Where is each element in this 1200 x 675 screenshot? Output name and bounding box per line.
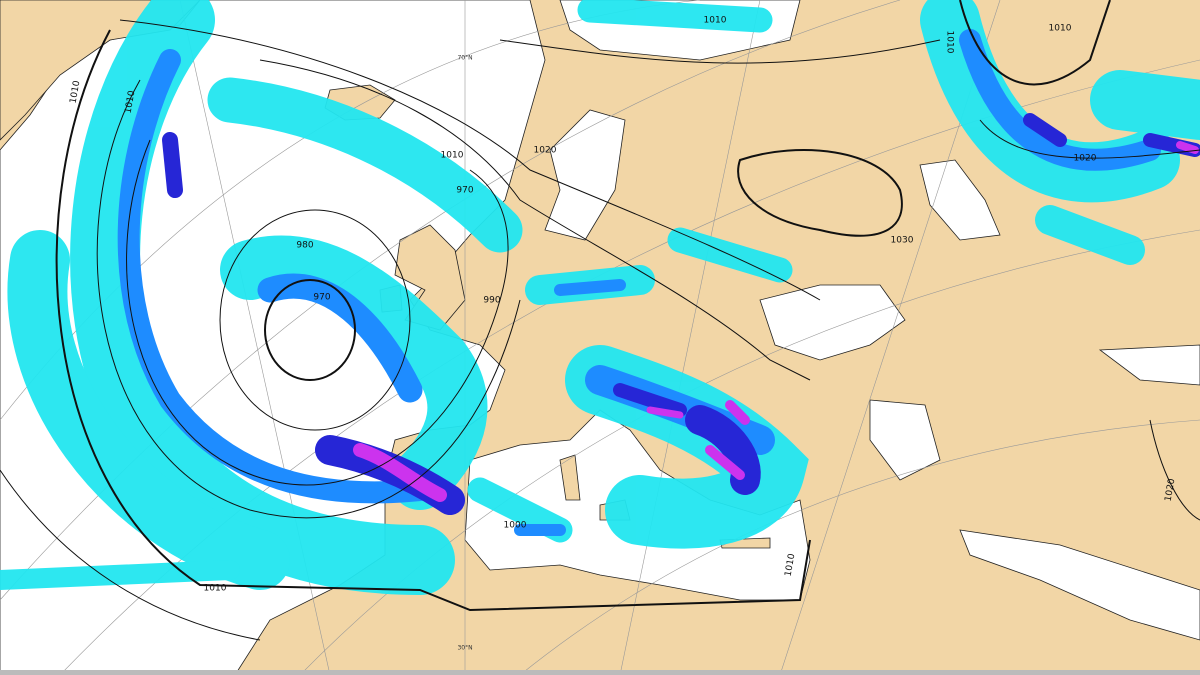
precipitation bbox=[0, 0, 1200, 595]
isobar-label: 1020 bbox=[534, 146, 557, 156]
isobars bbox=[0, 0, 1200, 641]
isobar-label: 1010 bbox=[704, 16, 727, 26]
latitude-label: 70°N bbox=[457, 55, 472, 62]
isobar-label: 1020 bbox=[1164, 478, 1178, 503]
isobar-label: 1010 bbox=[1049, 24, 1072, 34]
isobar-label: 1020 bbox=[1074, 154, 1097, 164]
latitude-label: 30°N bbox=[457, 645, 472, 652]
isobar-label: 1010 bbox=[204, 584, 227, 594]
isobar-label: 970 bbox=[456, 186, 473, 196]
isobar-label: 1010 bbox=[945, 31, 955, 54]
isobar-label: 1010 bbox=[124, 90, 138, 115]
isobar-label: 990 bbox=[483, 296, 500, 306]
isobar-label: 1000 bbox=[504, 521, 527, 531]
isobar-label: 1010 bbox=[784, 553, 798, 578]
isobar-label: 1010 bbox=[441, 151, 464, 161]
bottom-bar bbox=[0, 670, 1200, 675]
isobar-label: 1010 bbox=[69, 80, 83, 105]
isobar-labels: 1010 1010 1010 1010 1020 1010 980 970 99… bbox=[69, 16, 1178, 594]
isobar-label: 970 bbox=[313, 293, 330, 303]
isobar-label: 1030 bbox=[891, 236, 914, 246]
isobar-label: 980 bbox=[296, 241, 313, 251]
latitude-labels: 70°N 30°N bbox=[457, 55, 472, 652]
